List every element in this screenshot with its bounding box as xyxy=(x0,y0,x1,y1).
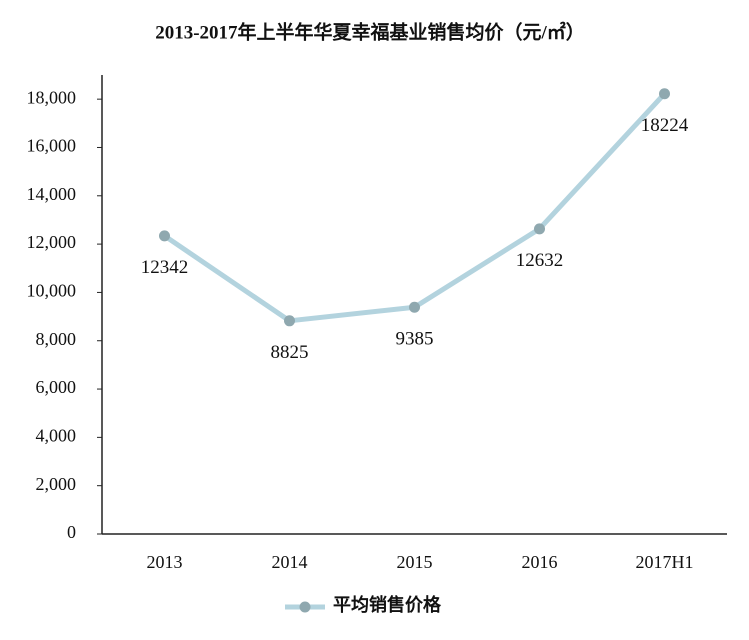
data-label: 8825 xyxy=(271,342,309,363)
y-tick-label: 14,000 xyxy=(27,184,77,204)
y-tick-label: 10,000 xyxy=(27,281,77,301)
y-tick-label: 6,000 xyxy=(36,377,77,397)
y-tick-label: 12,000 xyxy=(27,232,77,252)
data-point xyxy=(659,88,670,100)
x-tick-label: 2013 xyxy=(147,552,183,572)
data-point xyxy=(159,230,170,242)
x-tick-label: 2015 xyxy=(397,552,433,572)
series-line xyxy=(163,92,667,324)
legend-marker xyxy=(299,601,311,613)
chart-title: 2013-2017年上半年华夏幸福基业销售均价（元/㎡） xyxy=(155,20,585,43)
data-label: 9385 xyxy=(396,329,434,350)
y-tick-label: 8,000 xyxy=(36,329,77,349)
y-tick-label: 18,000 xyxy=(27,87,77,107)
x-tick-label: 2016 xyxy=(522,552,558,572)
y-tick-label: 2,000 xyxy=(36,474,77,494)
data-point xyxy=(284,315,295,327)
data-point xyxy=(409,301,420,313)
data-label: 12632 xyxy=(516,250,564,271)
y-tick-label: 4,000 xyxy=(36,425,77,445)
y-tick-label: 16,000 xyxy=(27,136,77,156)
data-point xyxy=(534,223,545,235)
legend-label: 平均销售价格 xyxy=(333,594,442,615)
x-tick-label: 2014 xyxy=(272,552,308,572)
y-tick-label: 0 xyxy=(67,522,76,542)
data-label: 18224 xyxy=(641,115,689,136)
x-tick-label: 2017H1 xyxy=(636,552,694,572)
data-label: 12342 xyxy=(141,257,189,278)
